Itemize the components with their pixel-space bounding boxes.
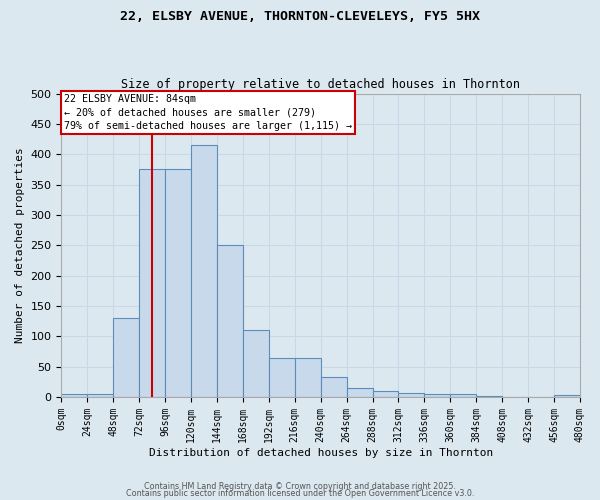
Bar <box>398 392 424 397</box>
X-axis label: Distribution of detached houses by size in Thornton: Distribution of detached houses by size … <box>149 448 493 458</box>
Text: Contains public sector information licensed under the Open Government Licence v3: Contains public sector information licen… <box>126 488 474 498</box>
Text: 22 ELSBY AVENUE: 84sqm
← 20% of detached houses are smaller (279)
79% of semi-de: 22 ELSBY AVENUE: 84sqm ← 20% of detached… <box>64 94 352 130</box>
Bar <box>451 394 476 397</box>
Bar <box>476 396 502 397</box>
Bar <box>269 358 295 397</box>
Bar <box>347 388 373 397</box>
Y-axis label: Number of detached properties: Number of detached properties <box>15 148 25 343</box>
Bar <box>88 394 113 397</box>
Bar <box>295 358 321 397</box>
Text: Contains HM Land Registry data © Crown copyright and database right 2025.: Contains HM Land Registry data © Crown c… <box>144 482 456 491</box>
Bar <box>113 318 139 397</box>
Title: Size of property relative to detached houses in Thornton: Size of property relative to detached ho… <box>121 78 520 91</box>
Bar <box>217 246 243 397</box>
Bar <box>554 395 580 397</box>
Bar <box>321 377 347 397</box>
Bar <box>424 394 451 397</box>
Bar <box>61 394 88 397</box>
Text: 22, ELSBY AVENUE, THORNTON-CLEVELEYS, FY5 5HX: 22, ELSBY AVENUE, THORNTON-CLEVELEYS, FY… <box>120 10 480 23</box>
Bar <box>139 170 165 397</box>
Bar <box>191 145 217 397</box>
Bar <box>373 391 398 397</box>
Bar <box>165 170 191 397</box>
Bar <box>243 330 269 397</box>
